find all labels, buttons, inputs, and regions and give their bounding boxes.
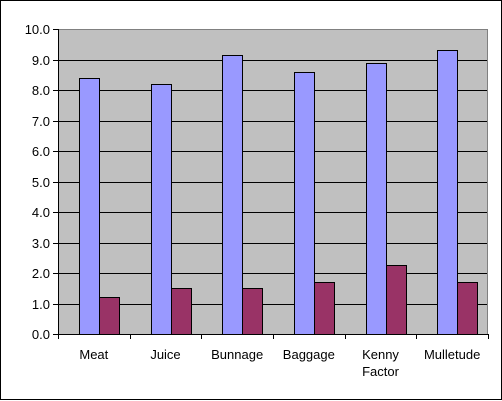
x-category-label: Meat [79, 347, 108, 362]
bar [366, 63, 387, 335]
y-tick-label: 2.0 [32, 266, 50, 281]
y-tick-label: 10.0 [25, 22, 50, 37]
y-tick-label: 8.0 [32, 83, 50, 98]
plot-background [58, 29, 488, 334]
y-tick-label: 7.0 [32, 114, 50, 129]
bar [314, 282, 335, 335]
x-category-label: Mulletude [424, 347, 480, 362]
plot-area [58, 29, 488, 334]
bar [222, 55, 243, 335]
y-tick-label: 0.0 [32, 327, 50, 342]
x-category-label: Juice [150, 347, 180, 362]
y-tick-label: 6.0 [32, 144, 50, 159]
y-tick-label: 3.0 [32, 236, 50, 251]
x-category-label: Kenny [362, 347, 399, 362]
bar [99, 297, 120, 335]
x-category-label: Factor [362, 364, 400, 379]
y-tick-label: 9.0 [32, 53, 50, 68]
bar [171, 288, 192, 335]
axes [53, 29, 489, 339]
bar [437, 50, 458, 335]
x-category-label: Bunnage [211, 347, 263, 362]
x-category-label: Baggage [283, 347, 335, 362]
bar [79, 78, 100, 335]
y-tick-label: 1.0 [32, 297, 50, 312]
tick-labels: 0.0 1.0 2.0 3.0 4.0 5.0 6.0 7.0 8.0 9.0 10.0 Meat Ju… [25, 22, 481, 379]
bar [151, 84, 172, 335]
bar [294, 72, 315, 335]
bar [457, 282, 478, 335]
bar [242, 288, 263, 335]
y-tick-label: 4.0 [32, 205, 50, 220]
bar [386, 265, 407, 335]
y-tick-label: 5.0 [32, 175, 50, 190]
